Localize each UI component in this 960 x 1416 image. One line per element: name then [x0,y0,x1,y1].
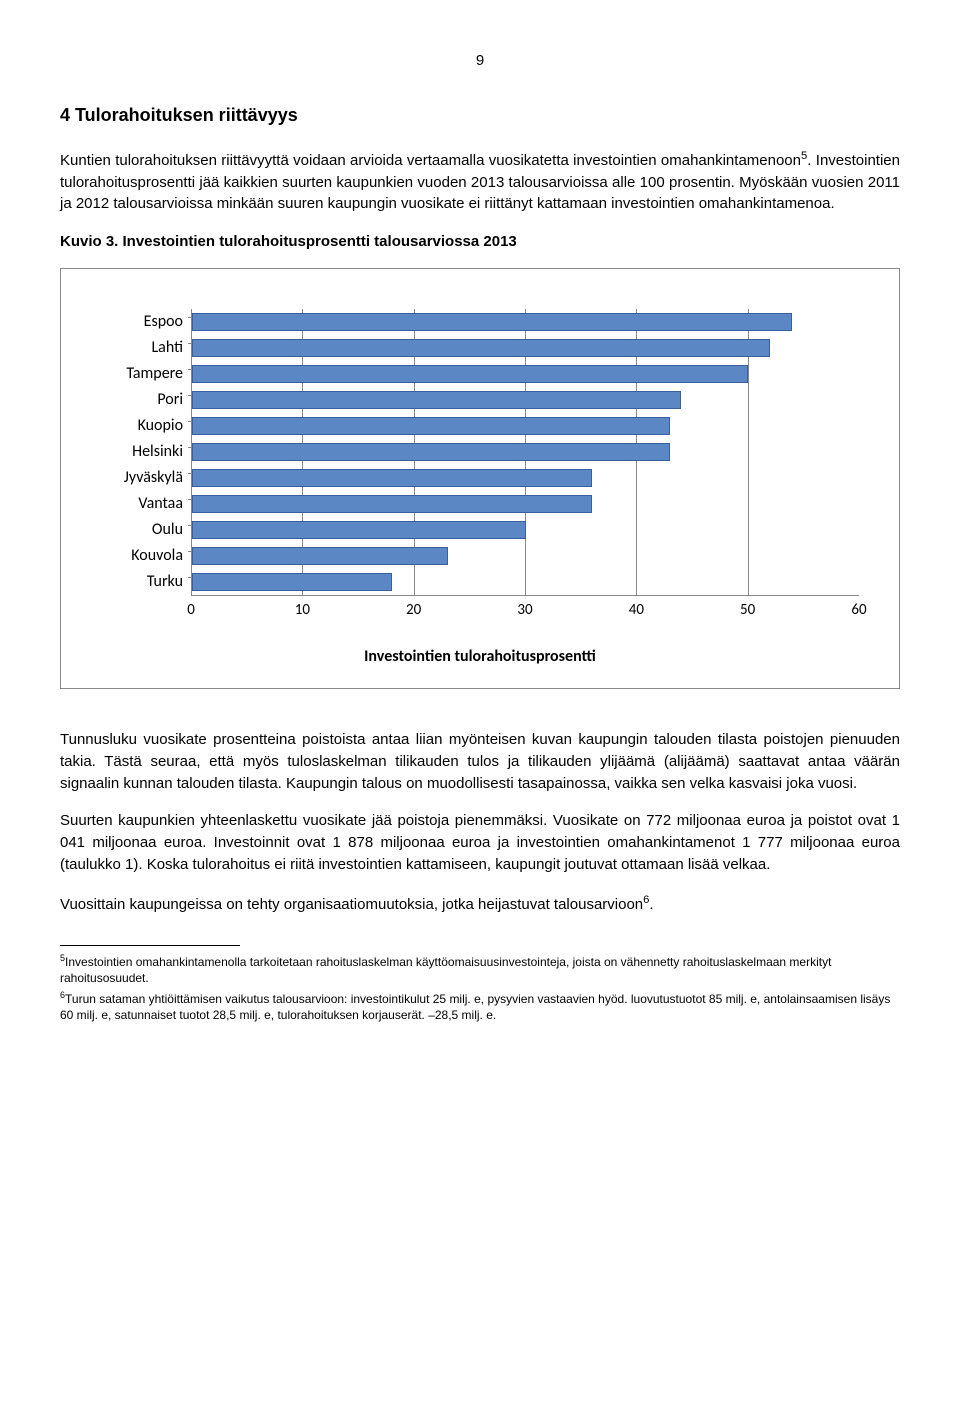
y-label: Lahti [101,335,191,361]
bar-slot [192,569,859,595]
bar-slot [192,543,859,569]
bar [192,443,670,461]
bar [192,339,770,357]
y-label: Tampere [101,361,191,387]
x-axis-title: Investointien tulorahoitusprosentti [101,645,859,668]
bar [192,495,592,513]
bar-chart: EspooLahtiTamperePoriKuopioHelsinkiJyväs… [60,268,900,689]
bar [192,547,448,565]
bar [192,365,748,383]
bars-stack [192,309,859,595]
y-label: Jyväskylä [101,465,191,491]
para4-a: Vuosittain kaupungeissa on tehty organis… [60,896,643,913]
x-tick-label: 30 [517,600,532,622]
paragraph-1: Kuntien tulorahoituksen riittävyyttä voi… [60,148,900,215]
y-label: Pori [101,387,191,413]
y-label: Helsinki [101,439,191,465]
bar-slot [192,335,859,361]
x-tick-label: 50 [740,600,755,622]
y-label: Turku [101,569,191,595]
x-tick-label: 60 [851,600,866,622]
paragraph-4: Vuosittain kaupungeissa on tehty organis… [60,892,900,916]
para4-b: . [649,896,653,913]
x-tick-label: 10 [295,600,310,622]
bar [192,521,526,539]
footnote6-text: Turun sataman yhtiöittämisen vaikutus ta… [60,992,890,1022]
bar-slot [192,491,859,517]
bar [192,313,792,331]
footnote-6: 6Turun sataman yhtiöittämisen vaikutus t… [60,989,900,1023]
y-label: Espoo [101,309,191,335]
chart-row: EspooLahtiTamperePoriKuopioHelsinkiJyväs… [101,309,859,596]
plot-area [191,309,859,596]
footnote-separator [60,945,240,946]
footnote-5: 5Investointien omahankintamenolla tarkoi… [60,952,900,986]
bar-slot [192,465,859,491]
paragraph-3: Suurten kaupunkien yhteenlaskettu vuosik… [60,810,900,875]
section-heading: 4 Tulorahoituksen riittävyys [60,102,900,128]
x-tick-label: 40 [629,600,644,622]
page-number: 9 [60,50,900,72]
bar-slot [192,361,859,387]
y-label: Vantaa [101,491,191,517]
bar-slot [192,517,859,543]
y-label: Oulu [101,517,191,543]
paragraph-2: Tunnusluku vuosikate prosentteina poisto… [60,729,900,794]
bar [192,469,592,487]
y-axis-labels: EspooLahtiTamperePoriKuopioHelsinkiJyväs… [101,309,191,596]
bar [192,417,670,435]
y-label: Kuopio [101,413,191,439]
bar-slot [192,309,859,335]
footnote5-text: Investointien omahankintamenolla tarkoit… [60,955,831,985]
bar [192,573,392,591]
x-tick-label: 20 [406,600,421,622]
bar [192,391,681,409]
bar-slot [192,439,859,465]
bar-slot [192,413,859,439]
x-tick-label: 0 [187,600,195,622]
bar-slot [192,387,859,413]
x-axis: 0102030405060 [101,600,859,620]
para1-a: Kuntien tulorahoituksen riittävyyttä voi… [60,152,801,169]
chart-title: Kuvio 3. Investointien tulorahoitusprose… [60,231,900,253]
y-label: Kouvola [101,543,191,569]
